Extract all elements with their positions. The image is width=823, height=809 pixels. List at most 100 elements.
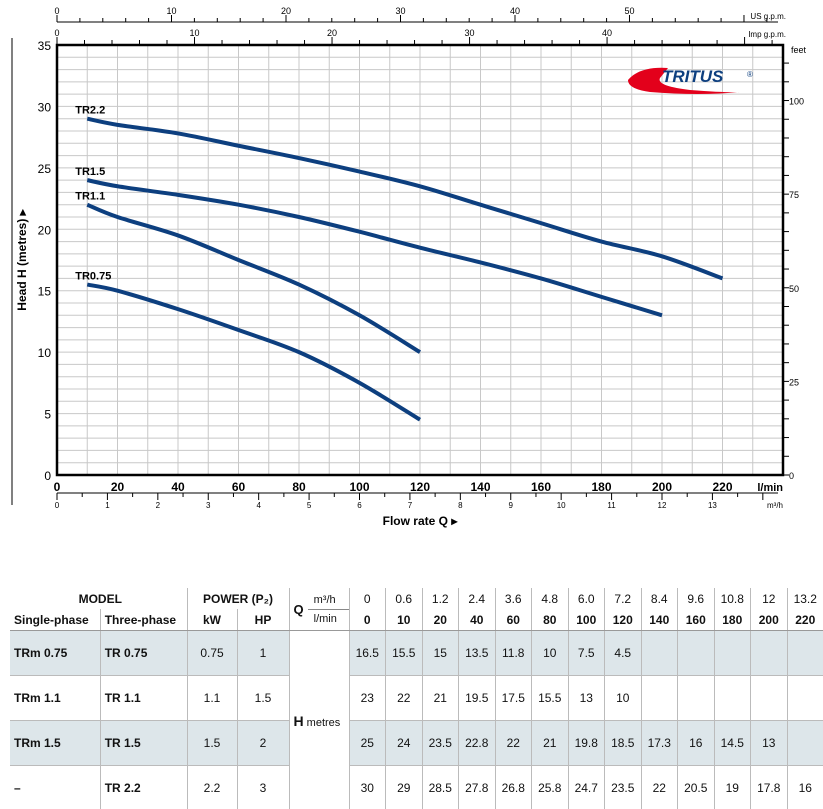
feet-tick-label: 0 — [789, 471, 794, 481]
head-value — [640, 675, 678, 721]
logo-registered-mark: ® — [747, 70, 753, 79]
head-value: 10 — [604, 675, 641, 721]
head-value: 24 — [385, 720, 422, 766]
power-header: POWER (P₂) — [186, 588, 289, 609]
imp-gpm-tick-label: 40 — [602, 28, 612, 38]
x-tick-label: 160 — [531, 480, 551, 494]
logo-swoosh — [628, 67, 740, 94]
head-value — [713, 675, 751, 721]
single-phase-model: TRm 1.1 — [10, 675, 101, 721]
three-phase-model: TR 0.75 — [99, 630, 187, 676]
y-tick-label: 15 — [38, 285, 52, 299]
three-phase-model: TR 1.5 — [99, 720, 187, 766]
imp-gpm-tick-label: 30 — [465, 28, 475, 38]
head-value: 16 — [677, 720, 714, 766]
head-value: 23.5 — [421, 720, 459, 766]
m3h-tick-label: 6 — [357, 501, 362, 510]
feet-tick-label: 25 — [789, 377, 799, 387]
head-value: 4.5 — [604, 630, 641, 676]
x-tick-label: 220 — [712, 480, 732, 494]
m3h-tick-label: 10 — [557, 501, 566, 510]
feet-unit-label: feet — [791, 45, 807, 55]
m3h-value: 1.2 — [421, 588, 459, 609]
head-value — [677, 630, 714, 676]
head-value: 30 — [348, 765, 386, 809]
head-value — [713, 630, 751, 676]
m3h-tick-label: 4 — [256, 501, 261, 510]
head-value — [786, 675, 823, 721]
head-value: 21 — [421, 675, 459, 721]
y-tick-label: 30 — [38, 100, 52, 114]
head-value: 13 — [750, 720, 787, 766]
head-value: 10 — [531, 630, 568, 676]
head-value: 25.8 — [531, 765, 568, 809]
x-tick-label: 60 — [232, 480, 246, 494]
table-row: TRm 1.1 TR 1.1 1.1 1.5 23 22 21 19.5 17.5 15.5 13 1… — [10, 675, 823, 721]
lmin-value: 20 — [421, 609, 459, 631]
us-gpm-unit-label: US g.p.m. — [750, 12, 786, 21]
m3h-tick-label: 12 — [658, 501, 667, 510]
head-value: 20.5 — [677, 765, 714, 809]
lmin-value: 0 — [348, 609, 386, 631]
y-tick-label: 0 — [44, 469, 51, 483]
imp-gpm-tick-label: 20 — [327, 28, 337, 38]
curve-TR1.5 — [86, 178, 663, 318]
us-gpm-tick-label: 20 — [281, 6, 291, 16]
imp-gpm-tick-label: 10 — [190, 28, 200, 38]
head-value: 23.5 — [604, 765, 641, 809]
lmin-value: 10 — [385, 609, 422, 631]
us-gpm-tick-label: 50 — [624, 6, 634, 16]
m3h-value: 4.8 — [531, 588, 568, 609]
m3h-value: 10.8 — [713, 588, 751, 609]
x-tick-label: 140 — [470, 480, 490, 494]
m3h-tick-label: 3 — [206, 501, 211, 510]
m3h-tick-label: 9 — [509, 501, 514, 510]
three-phase-header: Three-phase — [99, 609, 187, 631]
m3h-tick-label: 8 — [458, 501, 463, 510]
plot-frame — [55, 43, 785, 477]
x-tick-label: 180 — [591, 480, 611, 494]
us-gpm-tick-label: 10 — [166, 6, 176, 16]
head-value — [750, 675, 787, 721]
y-tick-label: 35 — [38, 39, 52, 53]
curve-TR1.1 — [86, 202, 422, 354]
lmin-unit: l/min — [313, 612, 337, 625]
logo-text: TRITUS — [662, 67, 724, 86]
hp-header: HP — [236, 609, 289, 631]
power-kw: 1.5 — [186, 720, 237, 766]
lmin-value: 200 — [750, 609, 787, 631]
lmin-value: 80 — [531, 609, 568, 631]
head-value: 16 — [786, 765, 823, 809]
x-unit-label: l/min — [757, 482, 783, 494]
head-value: 26.8 — [494, 765, 532, 809]
m3h-value: 0.6 — [385, 588, 422, 609]
curve-label: TR0.75 — [75, 271, 111, 283]
y-axis-title: Head H (metres) ▸ — [15, 208, 29, 310]
head-value: 22.8 — [458, 720, 495, 766]
curve-label: TR1.1 — [75, 191, 105, 203]
head-value: 14.5 — [713, 720, 751, 766]
head-value: 15.5 — [385, 630, 422, 676]
x-tick-label: 0 — [54, 480, 61, 494]
head-value: 17.3 — [640, 720, 678, 766]
lmin-value: 100 — [567, 609, 605, 631]
m3h-tick-label: 1 — [105, 501, 110, 510]
power-hp: 1.5 — [236, 675, 289, 721]
lmin-value: 160 — [677, 609, 714, 631]
curve-TR2.2 — [86, 116, 724, 281]
head-value: 22 — [640, 765, 678, 809]
x-tick-label: 120 — [410, 480, 430, 494]
y-tick-label: 5 — [44, 408, 51, 422]
lmin-value: 180 — [713, 609, 751, 631]
feet-tick-label: 50 — [789, 284, 799, 294]
head-value: 29 — [385, 765, 422, 809]
x-tick-label: 100 — [349, 480, 369, 494]
power-kw: 2.2 — [186, 765, 237, 809]
head-value: 15.5 — [531, 675, 568, 721]
us-gpm-tick-label: 40 — [510, 6, 520, 16]
head-value — [750, 630, 787, 676]
y-tick-label: 20 — [38, 223, 52, 237]
m3h-value: 13.2 — [786, 588, 823, 609]
